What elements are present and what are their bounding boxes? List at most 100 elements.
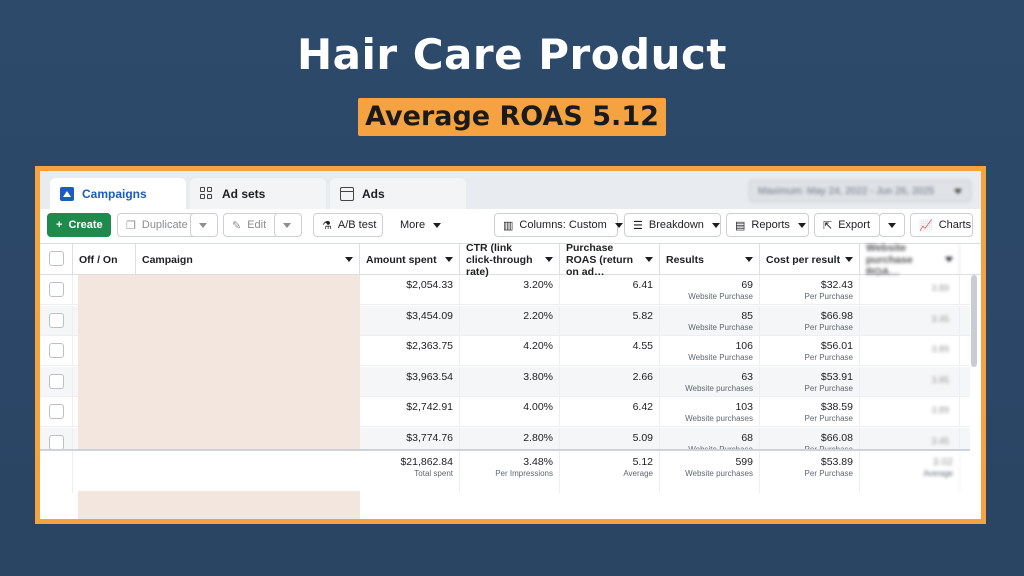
row-checkbox[interactable] [49, 282, 64, 297]
totals-checkbox-cell [40, 451, 73, 493]
charts-button[interactable]: 📈 Charts [910, 213, 973, 237]
cell-caption: Per Purchase [804, 292, 853, 301]
date-range-text: Maximum: May 24, 2022 - Jun 26, 2025 [758, 185, 935, 197]
row-checkbox[interactable] [49, 312, 64, 328]
breakdown-button[interactable]: ☰ Breakdown [624, 213, 721, 237]
select-all-checkbox[interactable] [49, 251, 64, 266]
reports-label: Reports [751, 219, 790, 231]
cell-ctr: 2.20% [460, 305, 560, 336]
ab-test-button[interactable]: ⚗ A/B test [313, 213, 383, 237]
cell-value: $66.08 [820, 431, 853, 444]
export-dropdown[interactable] [879, 213, 905, 237]
cell-results: 63 Website purchases [660, 366, 760, 397]
column-label: Amount spent [366, 253, 437, 266]
tab-ad-sets[interactable]: Ad sets [190, 178, 326, 209]
pencil-icon: ✎ [232, 219, 242, 232]
column-header-ctr[interactable]: CTR (link click-through rate) [460, 242, 560, 278]
chevron-down-icon [645, 257, 653, 262]
chevron-down-icon [345, 257, 353, 262]
cell-caption: Per Purchase [804, 353, 853, 362]
cell-results: 85 Website Purchase [660, 305, 760, 336]
column-header-off-on[interactable]: Off / On [73, 244, 136, 275]
chevron-down-icon [888, 222, 896, 228]
chevron-down-icon [797, 222, 806, 228]
row-checkbox[interactable] [49, 434, 64, 450]
table-header: Off / On Campaign Amount spent CTR (link… [40, 241, 981, 278]
row-checkbox[interactable] [49, 373, 64, 389]
column-header-campaign[interactable]: Campaign [136, 244, 360, 275]
column-label: Purchase ROAS (return on ad… [566, 241, 634, 278]
table-row[interactable]: $2,054.33 3.20% 6.41 69 Website Purchase $32.… [40, 275, 970, 305]
cell-roas: 4.55 [560, 336, 660, 366]
cell-value: $2,363.75 [406, 340, 453, 352]
create-label: Create [68, 219, 103, 231]
reports-button[interactable]: ▤ Reports [726, 213, 809, 237]
cell-value: 4.20% [523, 340, 553, 352]
charts-label: Charts [938, 219, 972, 231]
cell-website-purchase-roas: 3.89 [860, 397, 960, 427]
cell-value: 106 [735, 340, 753, 352]
edit-button[interactable]: ✎ Edit [223, 213, 279, 237]
chevron-down-icon [199, 222, 207, 228]
duplicate-label: Duplicate [141, 219, 188, 231]
page-headline: Hair Care Product [297, 30, 727, 79]
cell-cpr: $56.01 Per Purchase [760, 336, 860, 366]
column-header-website-purchase-roas[interactable]: Website purchase ROA… [860, 242, 960, 278]
total-value: 599 [735, 456, 753, 468]
cell-value: 5.09 [632, 431, 653, 444]
cell-roas: 2.66 [560, 366, 660, 397]
cell-roas: 6.41 [560, 275, 660, 305]
table-row[interactable]: $2,742.91 4.00% 6.42 103 Website purchases $3… [40, 397, 970, 427]
date-range-picker[interactable]: Maximum: May 24, 2022 - Jun 26, 2025 [749, 180, 971, 202]
cell-website-purchase-roas: 3.45 [860, 427, 960, 458]
cell-value: 5.82 [632, 309, 653, 322]
column-header-purchase-roas[interactable]: Purchase ROAS (return on ad… [560, 241, 660, 278]
row-checkbox[interactable] [49, 404, 64, 419]
edit-dropdown[interactable] [274, 213, 302, 237]
row-checkbox-cell [40, 366, 73, 397]
table-row[interactable]: $2,363.75 4.20% 4.55 106 Website Purchase $56… [40, 336, 970, 366]
toolbar: + Create ❐ Duplicate ✎ Edit ⚗ A/B test M… [40, 209, 981, 243]
cell-results: 106 Website Purchase [660, 336, 760, 366]
cell-value: 6.41 [632, 279, 653, 291]
more-button[interactable]: More [392, 213, 444, 237]
cell-value: 2.80% [523, 431, 553, 444]
duplicate-dropdown[interactable] [190, 213, 218, 237]
total-value: 5.12 [632, 456, 653, 468]
column-header-results[interactable]: Results [660, 244, 760, 275]
cell-spent: $3,774.76 [360, 427, 460, 458]
column-header-amount-spent[interactable]: Amount spent [360, 244, 460, 275]
columns-button[interactable]: ▥ Columns: Custom [494, 213, 623, 237]
create-button[interactable]: + Create [47, 213, 111, 237]
cell-value: 63 [741, 370, 753, 383]
cell-cpr: $53.91 Per Purchase [760, 366, 860, 397]
cell-value: 6.42 [632, 401, 653, 413]
roas-highlight-badge: Average ROAS 5.12 [358, 98, 666, 136]
tab-bar: Campaigns Ad sets Ads Maximum: May 24, 2… [40, 171, 981, 209]
tab-campaigns[interactable]: Campaigns [50, 178, 186, 209]
tab-label: Campaigns [82, 186, 147, 201]
vertical-scrollbar[interactable] [971, 275, 977, 367]
chevron-down-icon [445, 257, 453, 262]
duplicate-button[interactable]: ❐ Duplicate [117, 213, 197, 237]
cell-value: $53.91 [820, 370, 853, 383]
chevron-down-icon [945, 257, 953, 262]
row-checkbox-cell [40, 336, 73, 366]
tab-ads[interactable]: Ads [330, 178, 466, 209]
total-caption: Per Purchase [804, 469, 853, 478]
cell-caption: Website purchases [685, 383, 753, 393]
export-button[interactable]: ⇱ Export [814, 213, 880, 237]
column-header-cost-per-result[interactable]: Cost per result [760, 244, 860, 275]
cell-cpr: $32.43 Per Purchase [760, 275, 860, 305]
total-caption: Website purchases [685, 469, 753, 478]
cell-value: 68 [741, 431, 753, 444]
cell-ctr: 3.80% [460, 366, 560, 397]
totals-row: $21,862.84 Total spent 3.48% Per Impress… [40, 449, 970, 493]
cell-value: $56.01 [820, 340, 853, 352]
blurred-value: 3.89 [931, 283, 949, 293]
cell-value: 85 [741, 309, 753, 322]
export-icon: ⇱ [823, 219, 833, 232]
row-checkbox[interactable] [49, 343, 64, 358]
reports-icon: ▤ [735, 219, 746, 232]
campaigns-icon [60, 186, 74, 201]
